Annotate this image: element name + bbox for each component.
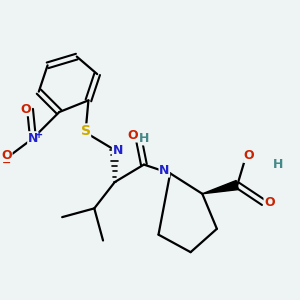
Text: +: + <box>35 130 44 140</box>
Text: O: O <box>20 103 31 116</box>
Text: N: N <box>159 164 169 177</box>
Text: S: S <box>80 124 91 138</box>
Text: H: H <box>139 132 149 145</box>
Text: N: N <box>28 132 38 145</box>
Text: O: O <box>127 129 137 142</box>
Text: O: O <box>264 196 275 209</box>
Text: O: O <box>244 149 254 162</box>
Text: O: O <box>2 149 12 162</box>
Text: N: N <box>112 143 123 157</box>
Text: H: H <box>273 158 284 171</box>
Polygon shape <box>202 181 238 194</box>
Text: −: − <box>2 158 11 168</box>
